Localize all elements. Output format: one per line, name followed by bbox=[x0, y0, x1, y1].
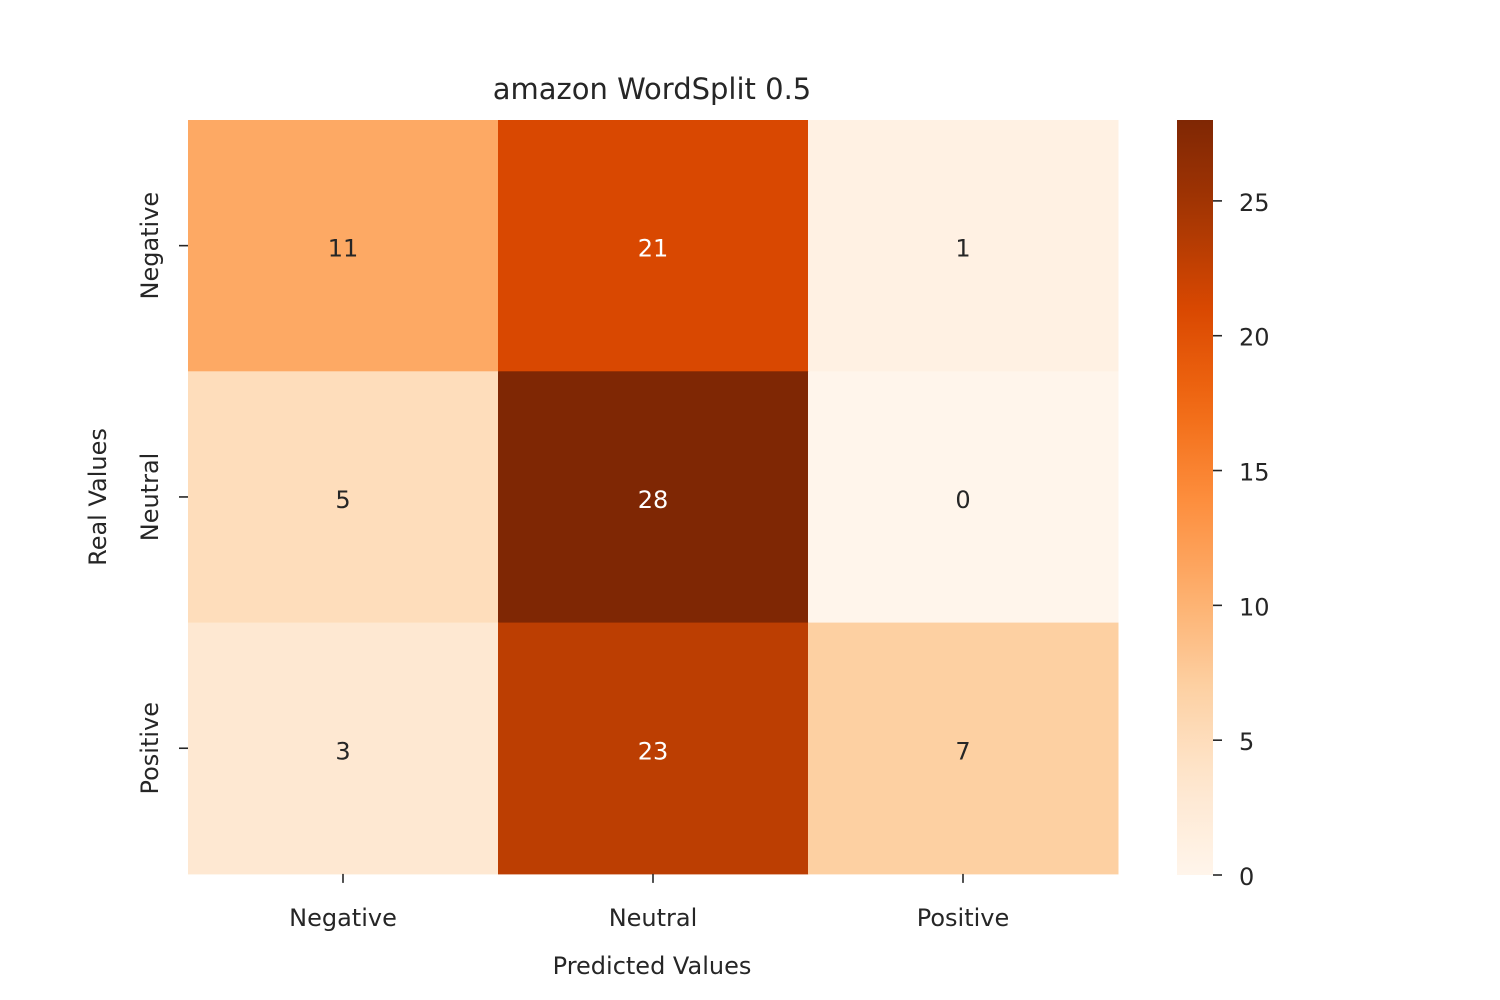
colorbar-tick-label: 25 bbox=[1239, 189, 1270, 217]
x-tick-label: Neutral bbox=[609, 904, 698, 932]
colorbar-tick-label: 0 bbox=[1239, 863, 1254, 891]
x-tick-label: Negative bbox=[289, 904, 397, 932]
y-axis-ticks: Negative Neutral Positive bbox=[136, 192, 188, 795]
colorbar-tick-label: 10 bbox=[1239, 593, 1270, 621]
y-tick-label: Positive bbox=[136, 702, 164, 795]
colorbar-tick-label: 15 bbox=[1239, 459, 1270, 487]
y-tick-label: Negative bbox=[136, 192, 164, 300]
cell-value-label: 11 bbox=[328, 235, 359, 263]
heatmap-cell bbox=[808, 120, 1119, 372]
cell-value-label: 28 bbox=[638, 486, 669, 514]
colorbar: 0 5 10 15 20 25 bbox=[1177, 120, 1270, 891]
heatmap-cell bbox=[808, 371, 1119, 624]
cell-value-label: 3 bbox=[335, 737, 350, 765]
cell-value-label: 0 bbox=[955, 486, 970, 514]
heatmap-cell bbox=[498, 371, 809, 624]
x-axis-label: Predicted Values bbox=[553, 952, 752, 980]
heatmap-cell bbox=[188, 371, 499, 624]
colorbar-tick-label: 20 bbox=[1239, 324, 1270, 352]
heatmap-cells: 11 21 1 5 28 0 3 23 7 bbox=[188, 120, 1119, 875]
colorbar-tick-label: 5 bbox=[1239, 728, 1254, 756]
cell-value-label: 1 bbox=[955, 235, 970, 263]
x-tick-label: Positive bbox=[917, 904, 1010, 932]
cell-value-label: 23 bbox=[638, 737, 669, 765]
heatmap-cell bbox=[808, 622, 1119, 875]
y-tick-label: Neutral bbox=[136, 453, 164, 542]
colorbar-gradient bbox=[1177, 120, 1213, 875]
heatmap-cell bbox=[498, 622, 809, 875]
cell-value-label: 21 bbox=[638, 235, 669, 263]
heatmap-cell bbox=[498, 120, 809, 372]
cell-value-label: 5 bbox=[335, 486, 350, 514]
chart-title: amazon WordSplit 0.5 bbox=[493, 72, 812, 106]
x-axis-ticks: Negative Neutral Positive bbox=[289, 873, 1010, 932]
heatmap-cell bbox=[188, 622, 499, 875]
cell-value-label: 7 bbox=[955, 737, 970, 765]
heatmap-cell bbox=[188, 120, 499, 372]
y-axis-label: Real Values bbox=[84, 428, 112, 566]
